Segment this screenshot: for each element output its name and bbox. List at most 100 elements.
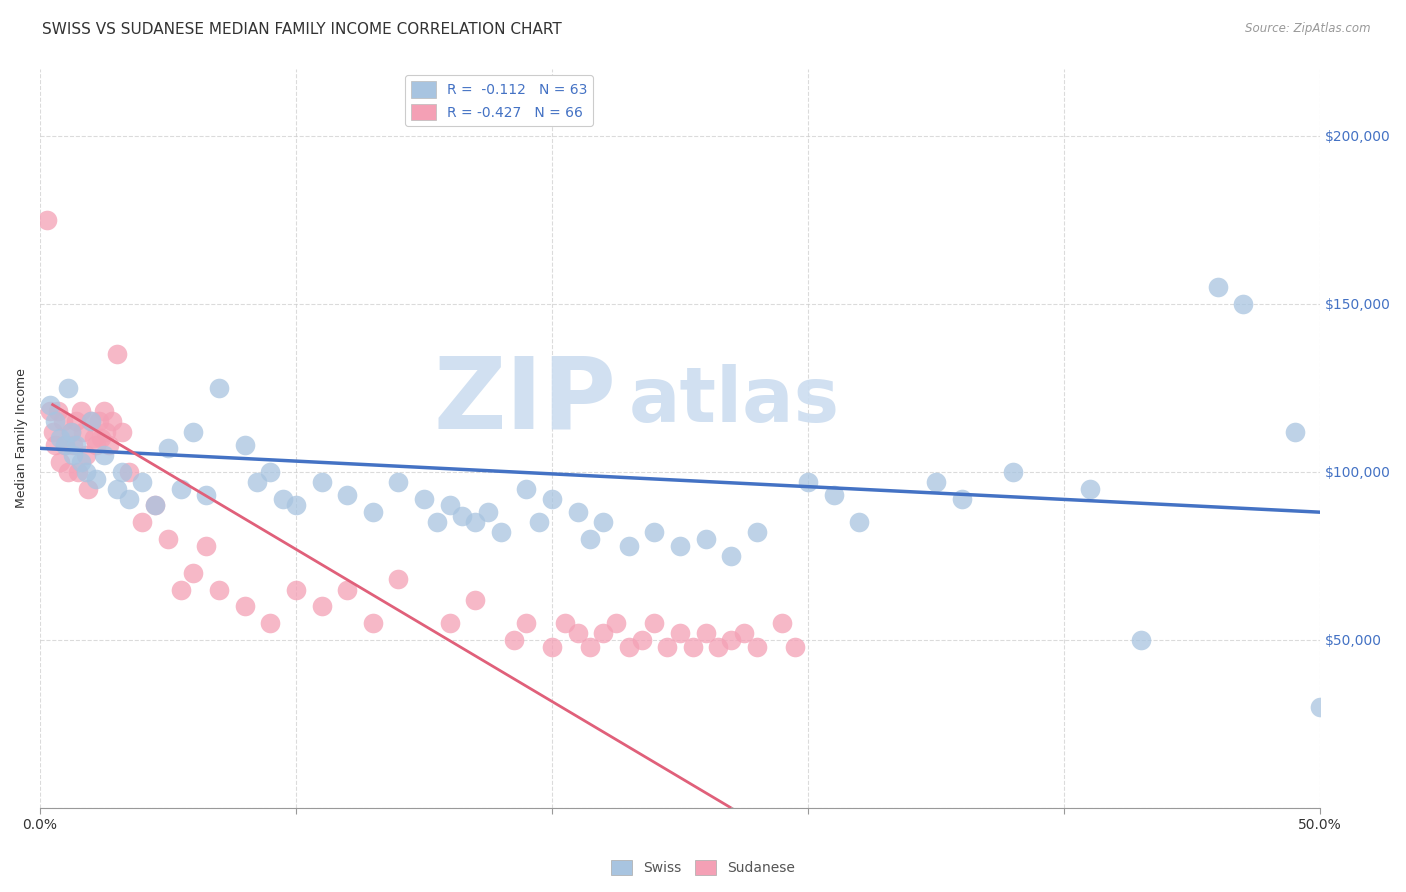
Point bbox=[541, 640, 564, 654]
Point bbox=[183, 566, 205, 580]
Point bbox=[75, 448, 97, 462]
Text: Source: ZipAtlas.com: Source: ZipAtlas.com bbox=[1246, 22, 1371, 36]
Point bbox=[93, 448, 115, 462]
Point bbox=[195, 539, 218, 553]
Point bbox=[284, 582, 307, 597]
Point bbox=[336, 488, 359, 502]
Point bbox=[183, 425, 205, 439]
Point bbox=[75, 465, 97, 479]
Point bbox=[1001, 465, 1024, 479]
Point bbox=[72, 425, 94, 439]
Point bbox=[156, 442, 179, 456]
Point bbox=[1078, 482, 1101, 496]
Point bbox=[59, 425, 82, 439]
Point bbox=[118, 465, 141, 479]
Point bbox=[233, 438, 256, 452]
Point bbox=[208, 381, 231, 395]
Point bbox=[49, 455, 72, 469]
Point bbox=[65, 438, 87, 452]
Point bbox=[111, 465, 134, 479]
Point bbox=[37, 212, 59, 227]
Point bbox=[39, 404, 62, 418]
Point bbox=[605, 616, 627, 631]
Text: atlas: atlas bbox=[628, 364, 839, 438]
Point bbox=[426, 516, 449, 530]
Point bbox=[745, 525, 768, 540]
Point bbox=[785, 640, 807, 654]
Point bbox=[49, 431, 72, 445]
Point bbox=[527, 516, 550, 530]
Point bbox=[65, 414, 87, 428]
Point bbox=[69, 455, 91, 469]
Point bbox=[111, 425, 134, 439]
Point bbox=[643, 616, 665, 631]
Point bbox=[439, 616, 461, 631]
Point bbox=[669, 626, 692, 640]
Point bbox=[848, 516, 870, 530]
Point bbox=[823, 488, 845, 502]
Point bbox=[105, 347, 128, 361]
Text: SWISS VS SUDANESE MEDIAN FAMILY INCOME CORRELATION CHART: SWISS VS SUDANESE MEDIAN FAMILY INCOME C… bbox=[42, 22, 562, 37]
Point bbox=[361, 616, 384, 631]
Point bbox=[271, 491, 294, 506]
Legend: Swiss, Sudanese: Swiss, Sudanese bbox=[606, 855, 800, 880]
Y-axis label: Median Family Income: Median Family Income bbox=[15, 368, 28, 508]
Point bbox=[56, 465, 79, 479]
Point bbox=[579, 640, 602, 654]
Point bbox=[77, 482, 100, 496]
Point bbox=[1284, 425, 1306, 439]
Point bbox=[233, 599, 256, 614]
Point bbox=[59, 425, 82, 439]
Point bbox=[695, 626, 717, 640]
Point bbox=[311, 475, 333, 489]
Point bbox=[90, 431, 112, 445]
Point bbox=[143, 499, 166, 513]
Point bbox=[567, 626, 589, 640]
Point bbox=[56, 381, 79, 395]
Point bbox=[489, 525, 512, 540]
Point bbox=[84, 472, 107, 486]
Point bbox=[567, 505, 589, 519]
Point bbox=[682, 640, 704, 654]
Point bbox=[87, 414, 110, 428]
Point bbox=[413, 491, 436, 506]
Point bbox=[52, 414, 75, 428]
Point bbox=[259, 616, 281, 631]
Point bbox=[772, 616, 794, 631]
Point bbox=[44, 438, 66, 452]
Point bbox=[156, 532, 179, 546]
Point bbox=[515, 616, 537, 631]
Point bbox=[797, 475, 820, 489]
Point bbox=[617, 640, 640, 654]
Point bbox=[745, 640, 768, 654]
Point bbox=[97, 438, 120, 452]
Point bbox=[62, 438, 84, 452]
Point bbox=[80, 414, 103, 428]
Point bbox=[592, 626, 614, 640]
Point bbox=[39, 398, 62, 412]
Point bbox=[169, 482, 191, 496]
Point bbox=[925, 475, 948, 489]
Point bbox=[336, 582, 359, 597]
Point bbox=[643, 525, 665, 540]
Point bbox=[707, 640, 730, 654]
Point bbox=[67, 465, 90, 479]
Point bbox=[387, 573, 409, 587]
Point bbox=[361, 505, 384, 519]
Point bbox=[62, 448, 84, 462]
Point bbox=[669, 539, 692, 553]
Point bbox=[44, 414, 66, 428]
Point bbox=[502, 632, 524, 647]
Point bbox=[579, 532, 602, 546]
Point bbox=[46, 404, 69, 418]
Point bbox=[100, 414, 122, 428]
Point bbox=[451, 508, 474, 523]
Point bbox=[630, 632, 652, 647]
Point bbox=[259, 465, 281, 479]
Point bbox=[96, 425, 118, 439]
Point bbox=[169, 582, 191, 597]
Point bbox=[541, 491, 564, 506]
Point bbox=[695, 532, 717, 546]
Point bbox=[246, 475, 269, 489]
Point bbox=[387, 475, 409, 489]
